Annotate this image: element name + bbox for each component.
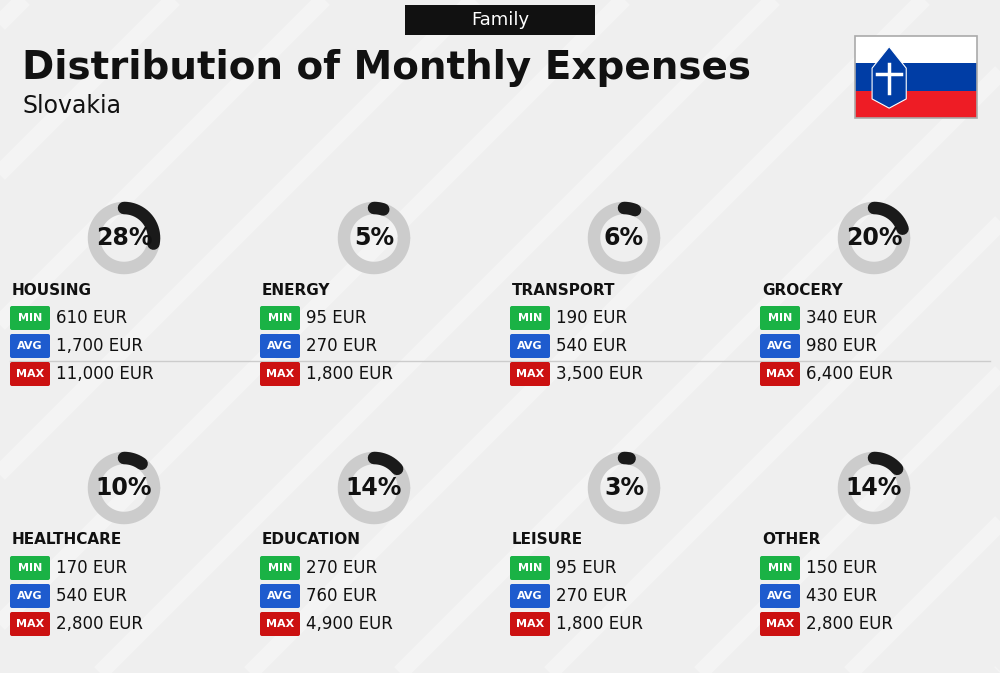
FancyBboxPatch shape [760, 334, 800, 358]
Text: LEISURE: LEISURE [512, 532, 583, 548]
Text: MAX: MAX [266, 369, 294, 379]
Text: EDUCATION: EDUCATION [262, 532, 361, 548]
Text: 1,700 EUR: 1,700 EUR [56, 337, 143, 355]
Text: 10%: 10% [96, 476, 152, 500]
Text: GROCERY: GROCERY [762, 283, 843, 297]
Text: 14%: 14% [846, 476, 902, 500]
Text: 430 EUR: 430 EUR [806, 587, 877, 605]
FancyBboxPatch shape [510, 306, 550, 330]
Text: 95 EUR: 95 EUR [306, 309, 366, 327]
Text: 1,800 EUR: 1,800 EUR [556, 615, 643, 633]
FancyBboxPatch shape [260, 584, 300, 608]
FancyBboxPatch shape [760, 612, 800, 636]
Polygon shape [872, 46, 906, 108]
Text: AVG: AVG [17, 341, 43, 351]
Text: MIN: MIN [518, 563, 542, 573]
Text: 20%: 20% [846, 226, 902, 250]
Text: 540 EUR: 540 EUR [556, 337, 627, 355]
Text: 760 EUR: 760 EUR [306, 587, 377, 605]
Text: Family: Family [471, 11, 529, 29]
Bar [855, 36, 977, 118]
Text: 190 EUR: 190 EUR [556, 309, 627, 327]
Text: MIN: MIN [518, 313, 542, 323]
FancyBboxPatch shape [405, 5, 595, 35]
Text: 3,500 EUR: 3,500 EUR [556, 365, 643, 383]
FancyBboxPatch shape [10, 556, 50, 580]
Text: AVG: AVG [517, 591, 543, 601]
Text: MAX: MAX [16, 619, 44, 629]
Text: TRANSPORT: TRANSPORT [512, 283, 616, 297]
Text: 150 EUR: 150 EUR [806, 559, 877, 577]
Text: 4,900 EUR: 4,900 EUR [306, 615, 393, 633]
Text: 540 EUR: 540 EUR [56, 587, 127, 605]
Text: AVG: AVG [17, 591, 43, 601]
Text: HOUSING: HOUSING [12, 283, 92, 297]
Text: AVG: AVG [267, 591, 293, 601]
Text: 6%: 6% [604, 226, 644, 250]
Text: 270 EUR: 270 EUR [306, 559, 377, 577]
FancyBboxPatch shape [10, 334, 50, 358]
Text: ENERGY: ENERGY [262, 283, 330, 297]
Text: 2,800 EUR: 2,800 EUR [806, 615, 893, 633]
Text: 980 EUR: 980 EUR [806, 337, 877, 355]
Text: 1,800 EUR: 1,800 EUR [306, 365, 393, 383]
FancyBboxPatch shape [10, 584, 50, 608]
FancyBboxPatch shape [260, 306, 300, 330]
Text: 270 EUR: 270 EUR [556, 587, 627, 605]
FancyBboxPatch shape [760, 556, 800, 580]
Text: AVG: AVG [267, 341, 293, 351]
FancyBboxPatch shape [10, 612, 50, 636]
Text: 170 EUR: 170 EUR [56, 559, 127, 577]
Text: 610 EUR: 610 EUR [56, 309, 127, 327]
FancyBboxPatch shape [510, 584, 550, 608]
Text: 340 EUR: 340 EUR [806, 309, 877, 327]
FancyBboxPatch shape [760, 584, 800, 608]
FancyBboxPatch shape [260, 362, 300, 386]
Text: 95 EUR: 95 EUR [556, 559, 616, 577]
FancyBboxPatch shape [260, 612, 300, 636]
FancyBboxPatch shape [10, 306, 50, 330]
Text: AVG: AVG [517, 341, 543, 351]
Text: OTHER: OTHER [762, 532, 820, 548]
Text: 11,000 EUR: 11,000 EUR [56, 365, 154, 383]
Text: MAX: MAX [766, 369, 794, 379]
FancyBboxPatch shape [260, 556, 300, 580]
Text: MIN: MIN [768, 563, 792, 573]
Text: MIN: MIN [268, 563, 292, 573]
Text: AVG: AVG [767, 341, 793, 351]
Text: MAX: MAX [16, 369, 44, 379]
Text: 6,400 EUR: 6,400 EUR [806, 365, 893, 383]
FancyBboxPatch shape [260, 334, 300, 358]
Text: 28%: 28% [96, 226, 152, 250]
Text: MIN: MIN [268, 313, 292, 323]
Text: Slovakia: Slovakia [22, 94, 121, 118]
Text: Distribution of Monthly Expenses: Distribution of Monthly Expenses [22, 49, 751, 87]
Text: MIN: MIN [18, 313, 42, 323]
Text: 270 EUR: 270 EUR [306, 337, 377, 355]
Text: MAX: MAX [516, 619, 544, 629]
FancyBboxPatch shape [10, 362, 50, 386]
Bar [855, 91, 977, 118]
Text: 5%: 5% [354, 226, 394, 250]
Text: AVG: AVG [767, 591, 793, 601]
Text: MIN: MIN [768, 313, 792, 323]
Text: 2,800 EUR: 2,800 EUR [56, 615, 143, 633]
Bar [855, 36, 977, 63]
Text: 14%: 14% [346, 476, 402, 500]
Text: MIN: MIN [18, 563, 42, 573]
FancyBboxPatch shape [760, 306, 800, 330]
FancyBboxPatch shape [510, 612, 550, 636]
Text: 3%: 3% [604, 476, 644, 500]
FancyBboxPatch shape [510, 334, 550, 358]
FancyBboxPatch shape [510, 362, 550, 386]
Text: MAX: MAX [516, 369, 544, 379]
Bar [855, 63, 977, 91]
Text: MAX: MAX [266, 619, 294, 629]
Text: MAX: MAX [766, 619, 794, 629]
FancyBboxPatch shape [760, 362, 800, 386]
Text: HEALTHCARE: HEALTHCARE [12, 532, 122, 548]
FancyBboxPatch shape [510, 556, 550, 580]
